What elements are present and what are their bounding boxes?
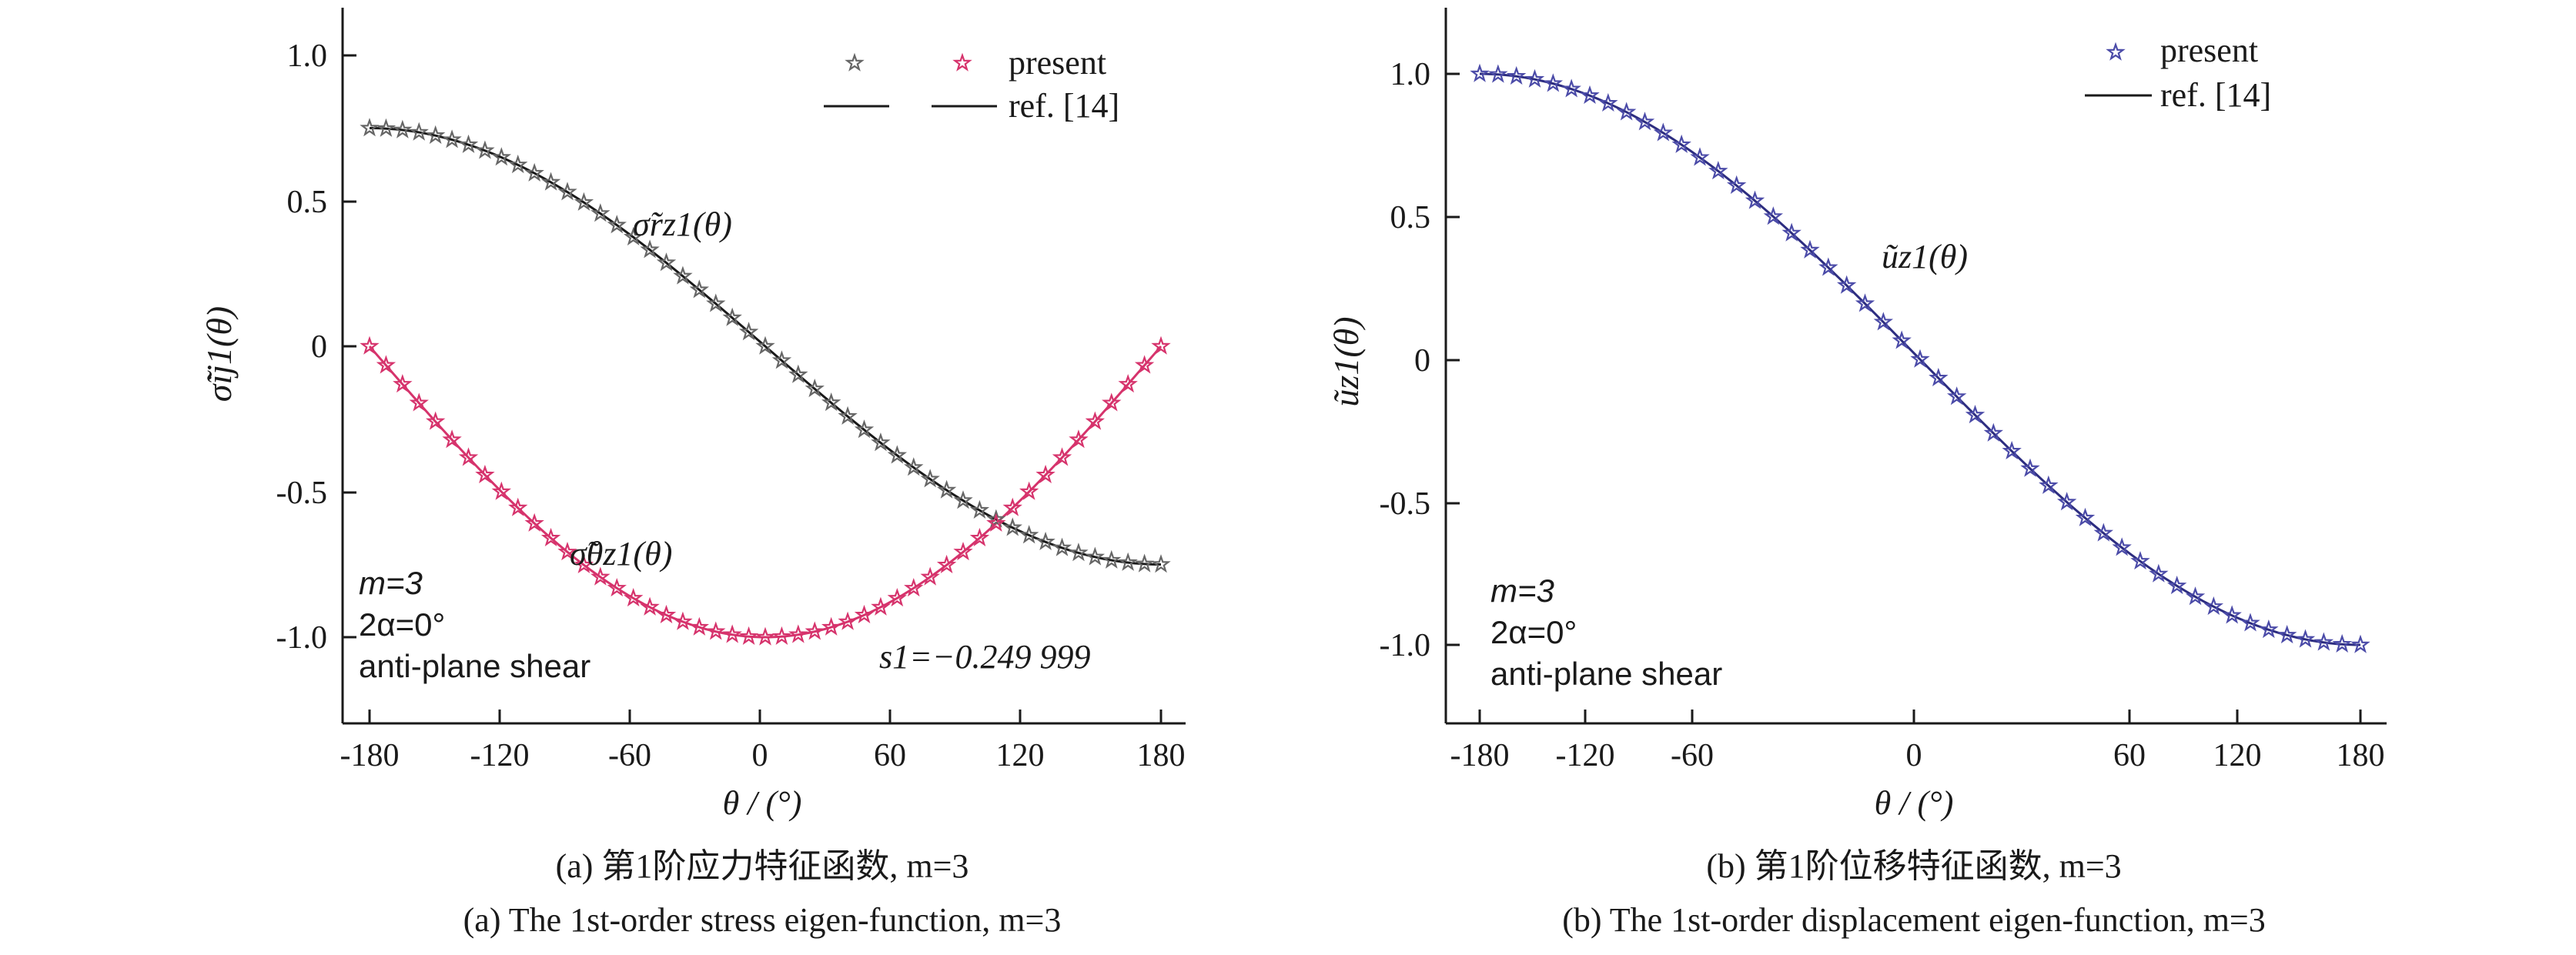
series-rz-ref-line xyxy=(369,127,1162,566)
chart-a-caption-cn: (a) 第1阶应力特征函数, m=3 xyxy=(556,847,969,885)
chart-a-y-axis-label: σ̃ij1(θ) xyxy=(199,306,239,402)
chart-a-eigenvalue: s1=−0.249 999 xyxy=(879,638,1091,676)
series-tz-point xyxy=(361,337,378,354)
chart-b-ytick-label: 1.0 xyxy=(1390,57,1431,92)
chart-b-caption-en: (b) The 1st-order displacement eigen-fun… xyxy=(1562,901,2266,939)
legend-b-present-label: present xyxy=(2160,32,2258,69)
chart-b-axes xyxy=(1444,8,2387,725)
chart-b-x-axis-label: θ / (°) xyxy=(1875,784,1954,822)
chart-b-param-mode: anti-plane shear xyxy=(1490,656,1722,692)
chart-a-param-m: m=3 xyxy=(359,565,423,601)
chart-b-ytick-label: 0.5 xyxy=(1390,200,1431,235)
chart-b-ytick-label: 0 xyxy=(1414,343,1430,379)
chart-a-xtick-label: 60 xyxy=(874,738,906,773)
legend-b-ref-label: ref. [14] xyxy=(2160,76,2271,114)
chart-b-y-ticks: 1.0 0.5 0 -0.5 -1.0 xyxy=(1380,57,1460,663)
chart-a-markers xyxy=(361,119,1169,645)
chart-a-xtick-label: 120 xyxy=(996,738,1045,773)
chart-b-y-axis-label: ũz1(θ) xyxy=(1326,316,1366,406)
chart-a-curve-rz-label: σ̃rz1(θ) xyxy=(633,205,732,243)
chart-a-xtick-label: 180 xyxy=(1137,738,1186,773)
series-u-point xyxy=(1471,65,1488,82)
legend-b-marker xyxy=(2107,43,2124,60)
chart-a-ytick-label: 1.0 xyxy=(287,38,328,74)
chart-a-y-ticks: 1.0 0.5 0 -0.5 -1.0 xyxy=(276,38,356,656)
chart-b-ytick-label: -0.5 xyxy=(1380,486,1431,522)
chart-b-xtick-label: 60 xyxy=(2113,738,2146,773)
chart-a-param-alpha: 2α=0° xyxy=(359,606,445,643)
chart-b-caption-cn: (b) 第1阶位移特征函数, m=3 xyxy=(1706,847,2121,885)
series-tz-point xyxy=(1153,337,1169,354)
chart-b-legend: present ref. [14] xyxy=(2085,32,2271,114)
chart-a-param-mode: anti-plane shear xyxy=(359,648,590,684)
legend-a-marker-grey xyxy=(846,54,863,71)
series-rz-point xyxy=(361,119,378,135)
series-tz-ref-line xyxy=(368,346,1163,639)
chart-b-param-m: m=3 xyxy=(1490,573,1554,609)
chart-a-xtick-label: -180 xyxy=(340,738,400,773)
chart-a-axes xyxy=(341,8,1186,725)
chart-a-ytick-label: -1.0 xyxy=(276,620,328,656)
chart-b-xtick-label: 0 xyxy=(1906,738,1922,773)
chart-b-ref-lines xyxy=(1479,72,2361,646)
chart-a-xtick-label: 0 xyxy=(752,738,768,773)
chart-b-curve-u-label: ũz1(θ) xyxy=(1882,238,1968,275)
chart-b-xtick-label: 180 xyxy=(2337,738,2385,773)
chart-b-xtick-label: 120 xyxy=(2213,738,2262,773)
chart-b-xtick-label: -120 xyxy=(1556,738,1615,773)
chart-a-ytick-label: 0.5 xyxy=(287,185,328,220)
chart-a-legend: present ref. [14] xyxy=(824,44,1119,125)
chart-b-x-ticks: -180 -120 -60 0 60 120 180 xyxy=(1450,710,2385,773)
chart-b-xtick-label: -60 xyxy=(1671,738,1714,773)
legend-a-present-label: present xyxy=(1009,44,1106,82)
legend-a-marker-pink xyxy=(954,54,971,71)
chart-a-xtick-label: -120 xyxy=(470,738,530,773)
chart-a-curve-tz-label: σ̃θz1(θ) xyxy=(570,535,672,573)
chart-a-xtick-label: -60 xyxy=(608,738,651,773)
chart-b: 1.0 0.5 0 -0.5 -1.0 -180 -120 -60 0 60 1… xyxy=(1326,8,2387,939)
chart-b-xtick-label: -180 xyxy=(1450,738,1510,773)
chart-b-param-alpha: 2α=0° xyxy=(1490,614,1577,650)
legend-a-ref-label: ref. [14] xyxy=(1009,87,1119,125)
chart-a-x-ticks: -180 -120 -60 0 60 120 180 xyxy=(340,710,1186,773)
series-u-ref-line xyxy=(1479,72,2361,646)
chart-a: 1.0 0.5 0 -0.5 -1.0 -180 -120 -60 0 60 1… xyxy=(199,8,1186,939)
chart-b-ytick-label: -1.0 xyxy=(1380,628,1431,663)
chart-a-ref-lines xyxy=(368,127,1163,639)
chart-a-ytick-label: 0 xyxy=(311,329,327,365)
chart-a-ytick-label: -0.5 xyxy=(276,476,328,511)
chart-a-x-axis-label: θ / (°) xyxy=(723,784,802,822)
chart-a-caption-en: (a) The 1st-order stress eigen-function,… xyxy=(463,901,1062,939)
